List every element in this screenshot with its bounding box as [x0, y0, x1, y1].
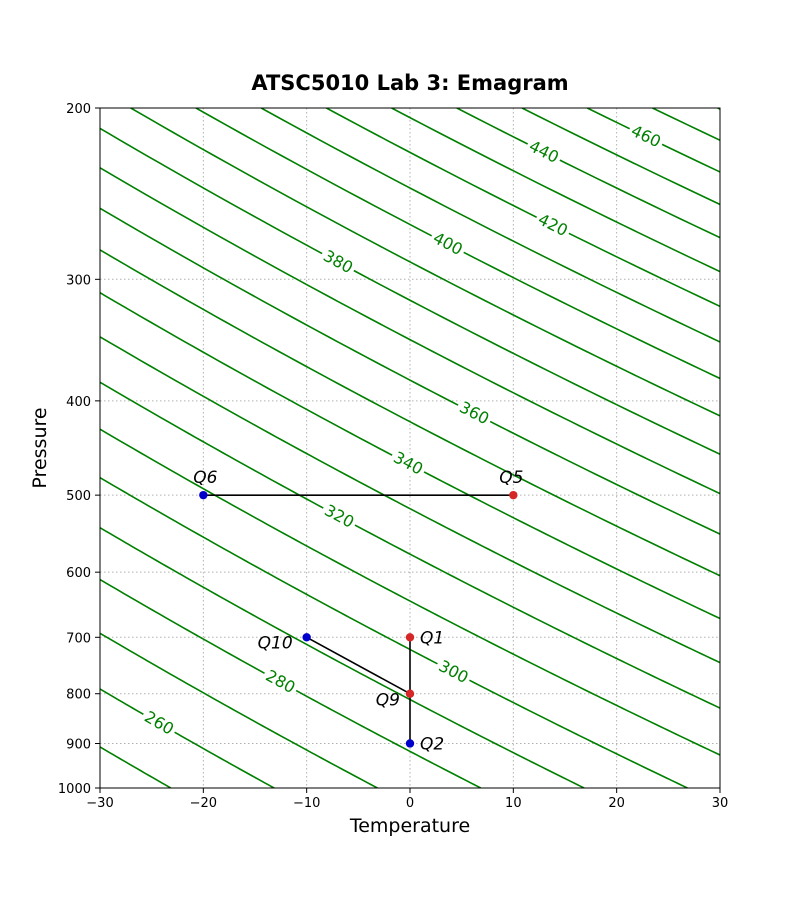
point-label-q9: Q9 — [376, 691, 400, 711]
point-q6 — [199, 490, 208, 500]
isentrope-line — [100, 578, 482, 788]
y-tick-label: 500 — [66, 489, 91, 504]
isentrope-line — [100, 476, 688, 788]
isentrope-label-mask — [318, 499, 360, 534]
isentrope-line — [100, 381, 720, 709]
isentrope-label-mask — [138, 705, 180, 741]
x-tick-label: −30 — [86, 796, 113, 811]
isentrope-label-mask — [453, 396, 495, 431]
isentrope-line — [100, 335, 720, 664]
isentrope-line — [100, 248, 720, 577]
isentrope-line — [100, 291, 720, 620]
point-label-q1: Q1 — [420, 628, 444, 648]
isentrope-line — [456, 108, 720, 239]
isentrope-line — [100, 632, 378, 788]
isentrope-line — [586, 108, 720, 173]
chart-title: ATSC5010 Lab 3: Emagram — [251, 71, 568, 95]
x-tick-label: 0 — [406, 796, 414, 811]
isentrope-line — [130, 108, 720, 417]
isentrope-line — [260, 108, 720, 343]
isentrope-line — [100, 526, 585, 788]
isentrope-label-mask — [427, 226, 469, 262]
y-axis-label: Pressure — [29, 407, 51, 488]
axis-ticks: −30 −20 −10 0 10 20 30 1000 900 800 700 600 500 400 30… — [58, 102, 728, 811]
point-label-q6: Q6 — [193, 468, 217, 488]
isentrope-line — [100, 166, 720, 495]
point-q1 — [405, 633, 415, 642]
x-tick-label: 20 — [608, 796, 625, 811]
y-tick-label: 800 — [66, 688, 91, 703]
point-q9 — [405, 689, 415, 698]
point-q2 — [405, 739, 415, 748]
isentrope-label-mask — [625, 119, 667, 154]
isentrope-label-mask — [387, 446, 429, 481]
isentrope-line — [195, 108, 720, 380]
y-tick-label: 1000 — [58, 782, 91, 797]
isentrope-line — [100, 127, 720, 456]
isentrope-line — [100, 207, 720, 535]
point-label-q5: Q5 — [499, 468, 523, 488]
isentrope-label-mask — [259, 664, 301, 700]
point-q10 — [302, 633, 311, 642]
y-tick-label: 300 — [66, 273, 91, 288]
segment-line — [306, 636, 411, 695]
x-tick-label: −10 — [293, 796, 320, 811]
y-tick-label: 200 — [66, 102, 91, 117]
point-label-q10: Q10 — [258, 633, 293, 653]
y-tick-label: 400 — [66, 395, 91, 410]
x-tick-label: −20 — [190, 796, 217, 811]
isentrope-label-mask — [532, 208, 574, 243]
isentrope-label-mask — [432, 654, 474, 690]
y-tick-label: 600 — [66, 566, 91, 581]
isentrope-label-mask — [523, 135, 565, 170]
y-tick-label: 900 — [66, 737, 91, 752]
isentropes — [100, 108, 720, 788]
isentrope-line — [717, 108, 720, 110]
points — [199, 490, 518, 748]
x-axis-label: Temperature — [349, 815, 470, 837]
point-q5 — [509, 490, 518, 500]
isentrope-line — [100, 428, 720, 756]
segments — [203, 494, 514, 744]
y-tick-label: 700 — [66, 631, 91, 646]
isentrope-label-mask — [317, 244, 359, 280]
x-tick-label: 10 — [505, 796, 522, 811]
isentrope-line — [100, 746, 172, 788]
point-label-q2: Q2 — [420, 734, 444, 754]
point-labels: Q1 Q2 Q5 Q6 Q9 Q10 — [193, 468, 523, 754]
x-tick-label: 30 — [712, 796, 729, 811]
